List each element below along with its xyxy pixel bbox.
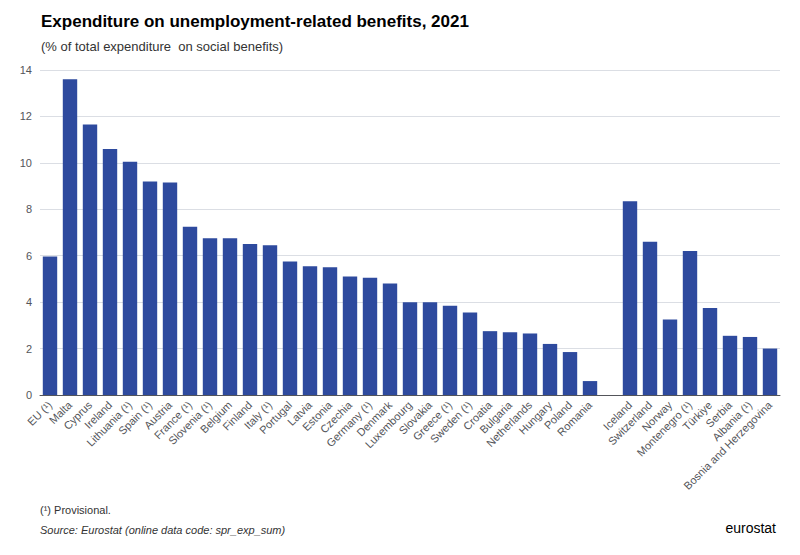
svg-text:Switzerland: Switzerland [605,398,655,448]
svg-text:Czechia: Czechia [317,398,355,436]
svg-text:Türkiye: Türkiye [680,398,715,433]
svg-text:6: 6 [26,250,32,262]
svg-text:14: 14 [20,64,32,76]
svg-text:eurostat: eurostat [725,520,776,536]
svg-text:2: 2 [26,343,32,355]
svg-text:Netherlands: Netherlands [483,398,535,450]
svg-text:Albania (¹): Albania (¹) [709,398,755,444]
svg-text:Hungary: Hungary [516,398,555,437]
svg-text:Spain (¹): Spain (¹) [116,398,155,437]
svg-text:Belgium: Belgium [197,398,235,436]
svg-text:0: 0 [26,389,32,401]
svg-text:Croatia: Croatia [460,398,495,433]
svg-text:Sweden (¹): Sweden (¹) [427,398,475,446]
svg-text:8: 8 [26,203,32,215]
svg-text:Ireland: Ireland [82,398,115,431]
svg-text:Portugal: Portugal [256,398,295,437]
svg-text:Cyprus: Cyprus [61,398,95,432]
svg-text:Italy (¹): Italy (¹) [241,398,275,432]
svg-text:Germany (¹): Germany (¹) [323,398,375,450]
svg-text:Bulgaria: Bulgaria [477,398,515,436]
svg-text:(% of total expenditure on so: (% of total expenditure on social benefi… [41,39,283,54]
svg-text:Austria: Austria [141,398,175,432]
svg-text:(¹) Provisional.: (¹) Provisional. [40,504,111,516]
svg-text:4: 4 [26,296,32,308]
svg-text:Montenegro (¹): Montenegro (¹) [634,398,695,459]
svg-text:Malta: Malta [46,398,75,427]
svg-text:Slovenia (¹): Slovenia (¹) [166,398,215,447]
svg-text:Denmark: Denmark [354,398,395,439]
svg-text:Luxembourg: Luxembourg [362,398,415,451]
svg-text:Slovakia: Slovakia [396,398,435,437]
svg-text:Bosnia and Herzegovina: Bosnia and Herzegovina [681,398,775,492]
svg-text:Romania: Romania [555,398,595,438]
svg-text:Iceland: Iceland [600,398,635,433]
svg-text:Greece (¹): Greece (¹) [410,398,455,443]
svg-text:Serbia: Serbia [703,398,735,430]
svg-text:Norway: Norway [639,398,675,434]
svg-text:Latvia: Latvia [285,398,315,428]
svg-text:Poland: Poland [541,398,575,432]
svg-text:Source: Eurostat (online data: Source: Eurostat (online data code: spr_… [40,524,286,536]
svg-text:Expenditure on unemployment-re: Expenditure on unemployment-related bene… [41,12,469,31]
svg-text:France (¹): France (¹) [151,398,195,442]
svg-text:Finland: Finland [220,398,255,433]
svg-text:12: 12 [20,110,32,122]
svg-text:Lithuania (¹): Lithuania (¹) [84,398,135,449]
svg-text:10: 10 [20,157,32,169]
svg-text:EU (¹): EU (¹) [25,398,55,428]
svg-text:Estonia: Estonia [299,398,335,434]
